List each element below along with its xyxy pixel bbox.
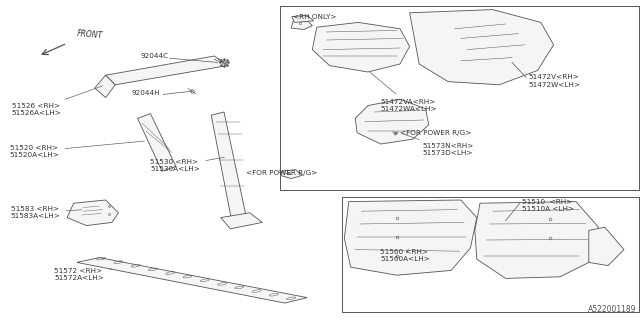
Text: 51510  <RH>: 51510 <RH> [522,199,572,205]
Text: 51472VA<RH>
51472WA<LH>: 51472VA<RH> 51472WA<LH> [370,72,437,112]
Polygon shape [138,114,176,171]
Text: 51520 <RH>
51520A<LH>: 51520 <RH> 51520A<LH> [10,141,145,158]
Text: 51510A <LH>: 51510A <LH> [522,206,573,212]
Text: <RH ONLY>: <RH ONLY> [293,14,337,20]
Polygon shape [589,227,624,266]
Polygon shape [95,75,115,98]
Text: 51573N<RH>
51573D<LH>: 51573N<RH> 51573D<LH> [403,134,474,156]
Polygon shape [355,99,429,144]
Text: 51572 <RH>
51572A<LH>: 51572 <RH> 51572A<LH> [54,268,112,281]
Polygon shape [292,15,314,22]
Bar [342,197,639,312]
Text: FRONT: FRONT [77,29,104,40]
Text: 51526 <RH>
51526A<LH>: 51526 <RH> 51526A<LH> [12,86,103,116]
Polygon shape [211,112,246,221]
Text: 51472V<RH>: 51472V<RH> [528,74,579,80]
Polygon shape [106,56,227,85]
Text: <FOR POWER R/G>: <FOR POWER R/G> [246,170,318,176]
Polygon shape [344,200,477,275]
Bar [280,6,639,190]
Polygon shape [67,200,118,226]
Polygon shape [312,22,410,72]
Text: <FOR POWER R/G>: <FOR POWER R/G> [400,130,472,136]
Polygon shape [475,202,598,278]
Text: 51530 <RH>
51530A<LH>: 51530 <RH> 51530A<LH> [150,157,225,172]
Polygon shape [221,213,262,229]
Polygon shape [77,258,307,303]
Text: A522001189: A522001189 [588,305,637,314]
Text: 92044C: 92044C [141,53,169,59]
Text: 51583 <RH>
51583A<LH>: 51583 <RH> 51583A<LH> [11,206,82,220]
Polygon shape [410,10,554,85]
Polygon shape [291,19,312,29]
Text: 92044H: 92044H [131,91,160,96]
Text: 51472W<LH>: 51472W<LH> [528,82,580,88]
Text: 51560 <RH>
51560A<LH>: 51560 <RH> 51560A<LH> [380,249,430,262]
Polygon shape [280,170,302,179]
